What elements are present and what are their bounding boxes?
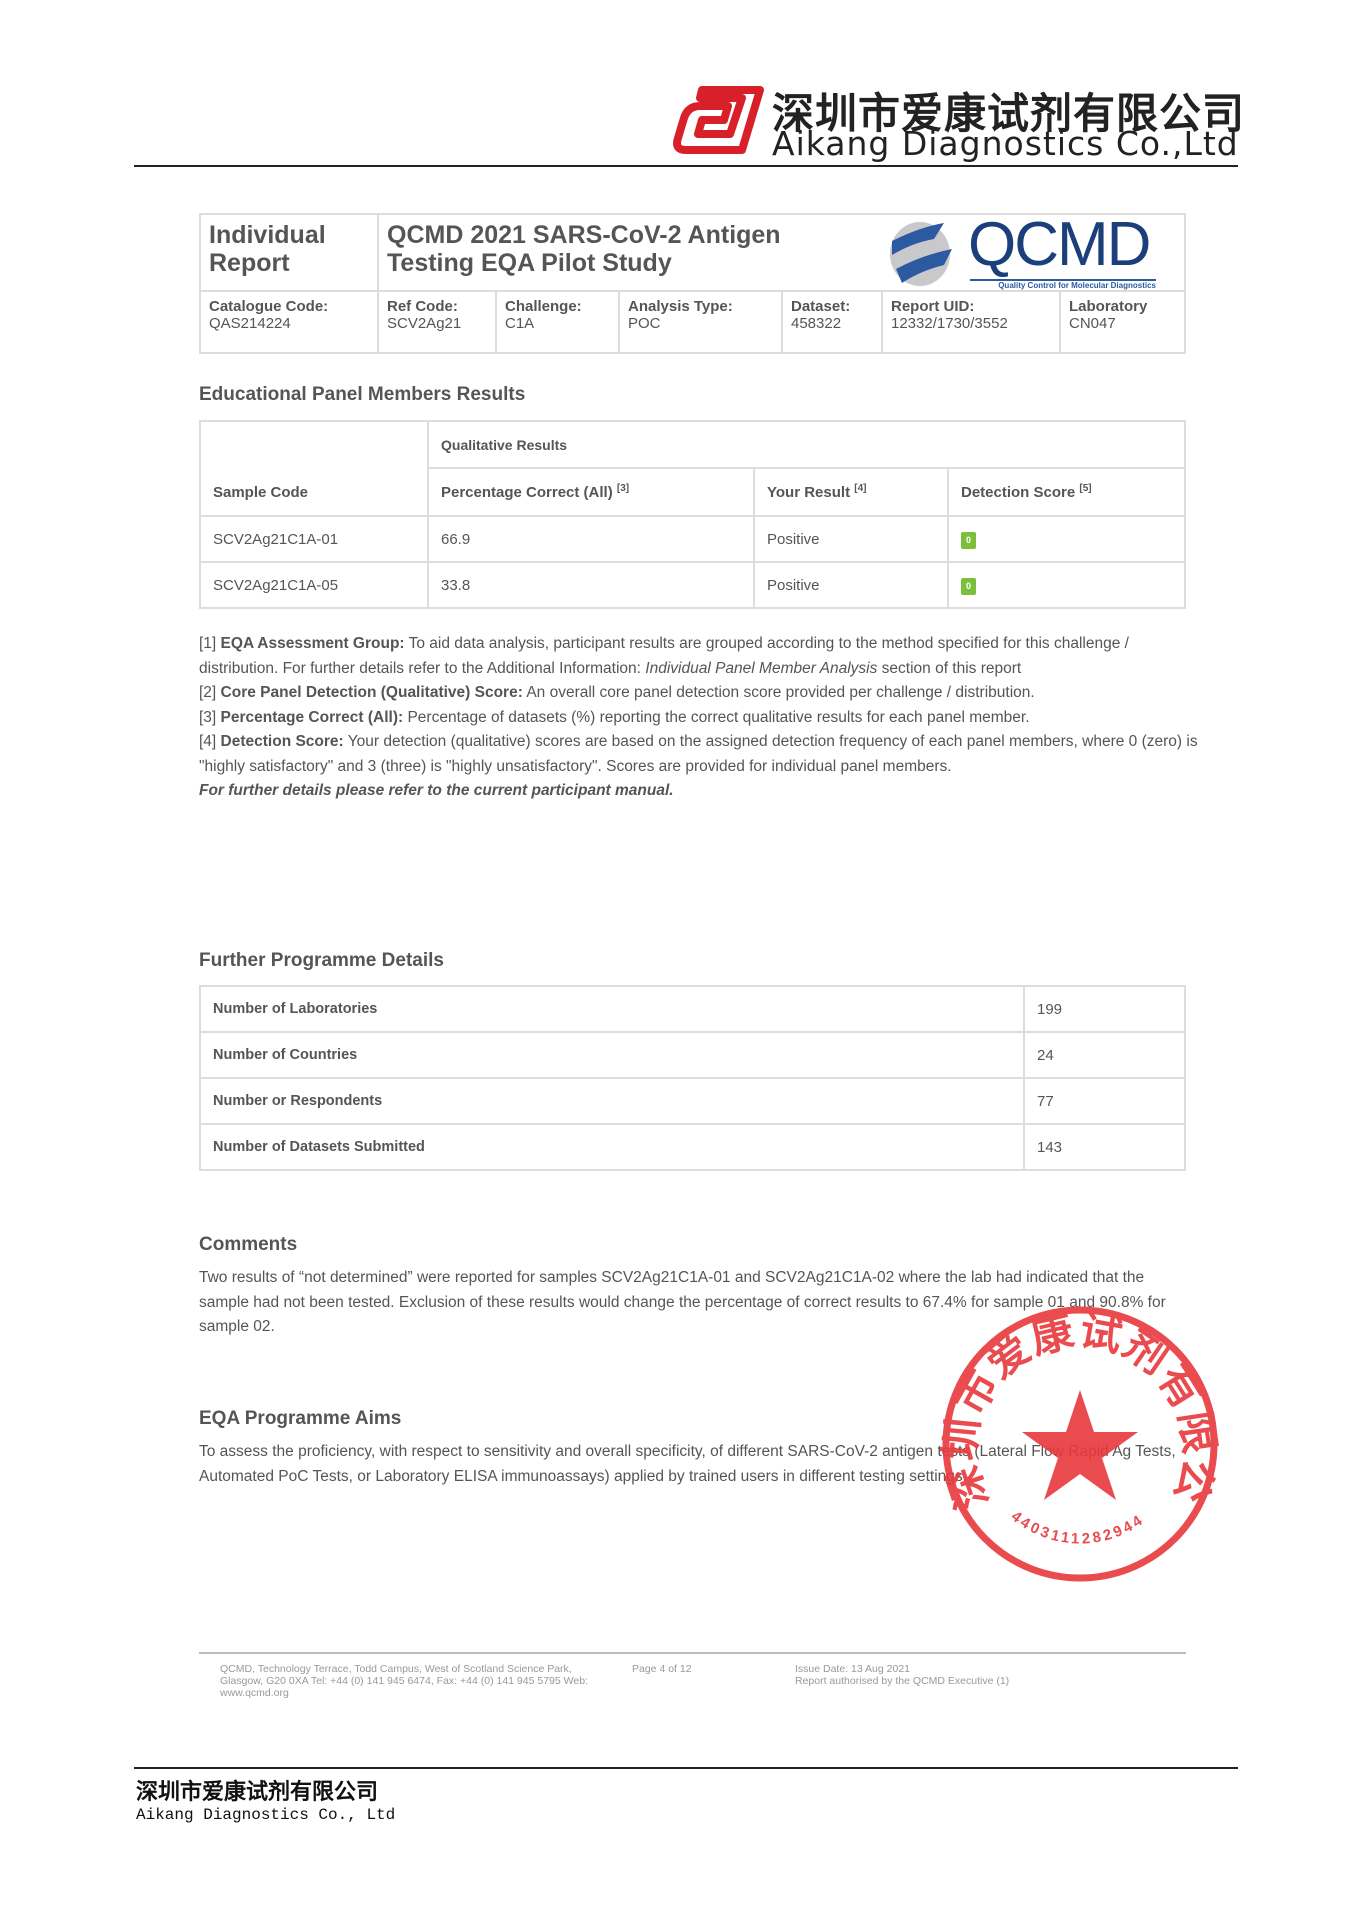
sample-code: SCV2Ag21C1A-05: [199, 561, 429, 609]
table-row: Number of Datasets Submitted 143: [199, 1123, 1186, 1171]
report-title: QCMD 2021 SARS-CoV-2 Antigen Testing EQA…: [377, 213, 882, 292]
comments-text: Two results of “not determined” were rep…: [199, 1269, 1166, 1335]
footer-page-number: Page 4 of 12: [632, 1663, 692, 1675]
letterhead-company-en: Aikang Diagnostics Co.,Ltd: [772, 124, 1239, 163]
detection-score-badge: 0: [961, 531, 976, 549]
detection-score-badge: 0: [961, 577, 976, 595]
field-analysis-type: Analysis Type: POC: [618, 290, 783, 354]
svg-text:4403111282944: 4403111282944: [1008, 1508, 1148, 1548]
field-ref-code: Ref Code: SCV2Ag21: [377, 290, 497, 354]
table-row: SCV2Ag21C1A-05 33.8 Positive 0: [199, 561, 1186, 609]
footnote-4: [4] Detection Score: Your detection (qua…: [199, 733, 1198, 775]
educational-results-table: Sample Code Qualitative Results Percenta…: [199, 420, 1186, 609]
report-header-table: Individual Report QCMD 2021 SARS-CoV-2 A…: [199, 213, 1186, 354]
footnote-1: [1] EQA Assessment Group: To aid data an…: [199, 635, 1129, 677]
aims-heading: EQA Programme Aims: [199, 1408, 402, 1429]
table-row: SCV2Ag21C1A-01 66.9 Positive 0: [199, 515, 1186, 563]
field-laboratory: Laboratory CN047: [1059, 290, 1186, 354]
qcmd-logo-text: QCMD: [968, 210, 1151, 279]
qcmd-tagline: Quality Control for Molecular Diagnostic…: [970, 279, 1156, 290]
report-fields-row: Catalogue Code: QAS214224 Ref Code: SCV2Ag…: [199, 290, 1186, 354]
field-catalogue-code: Catalogue Code: QAS214224: [199, 290, 379, 354]
col-percentage-correct: Percentage Correct (All) [3]: [427, 467, 755, 517]
footer-address: QCMD, Technology Terrace, Todd Campus, W…: [220, 1663, 588, 1699]
comments-heading: Comments: [199, 1234, 298, 1255]
page-footer-divider: [134, 1767, 1238, 1769]
your-result: Positive: [753, 561, 949, 609]
letterhead-divider: [134, 165, 1238, 167]
footnotes: [1] EQA Assessment Group: To aid data an…: [199, 632, 1199, 804]
page-footer-company-en: Aikang Diagnostics Co., Ltd: [136, 1806, 396, 1824]
qcmd-globe-icon: [890, 222, 952, 286]
col-sample-code: Sample Code: [199, 420, 429, 517]
manual-note: For further details please refer to the …: [199, 782, 674, 799]
col-detection-score: Detection Score [5]: [947, 467, 1186, 517]
company-seal-stamp: 深圳市爱康试剂有限公司 4403111282944: [938, 1302, 1222, 1582]
field-report-uid: Report UID: 12332/1730/3552: [881, 290, 1061, 354]
stamp-number: 4403111282944: [1008, 1508, 1145, 1548]
programme-table: Number of Laboratories 199 Number of Coun…: [199, 985, 1186, 1171]
qcmd-logo: QCMD Quality Control for Molecular Diagn…: [882, 210, 1186, 292]
field-dataset: Dataset: 458322: [781, 290, 883, 354]
your-result: Positive: [753, 515, 949, 563]
qualitative-results-header: Qualitative Results: [427, 420, 1186, 469]
sample-code: SCV2Ag21C1A-01: [199, 515, 429, 563]
footnote-2: [2] Core Panel Detection (Qualitative) S…: [199, 684, 1035, 701]
percentage-correct: 66.9: [427, 515, 755, 563]
aikang-logo-icon: [673, 86, 764, 154]
table-row: Number of Countries 24: [199, 1031, 1186, 1079]
table-row: Number or Respondents 77: [199, 1077, 1186, 1125]
percentage-correct: 33.8: [427, 561, 755, 609]
report-type: Individual Report: [199, 213, 379, 292]
aims-text: To assess the proficiency, with respect …: [199, 1443, 1176, 1485]
footer-issue: Issue Date: 13 Aug 2021 Report authorised…: [795, 1663, 1010, 1687]
table-row: Number of Laboratories 199: [199, 985, 1186, 1033]
letterhead-company-cn: 深圳市爱康试剂有限公司: [772, 89, 1246, 138]
report-footer-divider: [199, 1652, 1186, 1654]
educational-heading: Educational Panel Members Results: [199, 384, 526, 405]
page-footer-company-cn: 深圳市爱康试剂有限公司: [136, 1779, 379, 1805]
col-your-result: Your Result [4]: [753, 467, 949, 517]
footnote-3: [3] Percentage Correct (All): Percentage…: [199, 708, 1030, 726]
programme-heading: Further Programme Details: [199, 950, 444, 971]
field-challenge: Challenge: C1A: [495, 290, 620, 354]
star-icon: [1022, 1390, 1138, 1500]
